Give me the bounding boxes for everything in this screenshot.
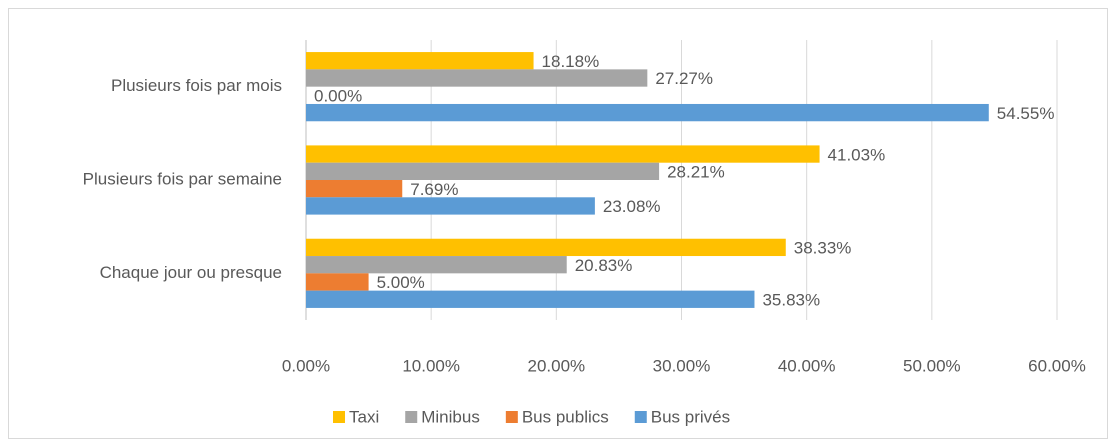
data-label: 38.33% xyxy=(794,239,852,258)
x-tick-label: 20.00% xyxy=(527,356,585,375)
legend-swatch xyxy=(405,411,418,423)
legend-swatch xyxy=(634,411,647,423)
x-tick-label: 0.00% xyxy=(282,356,330,375)
x-tick-label: 40.00% xyxy=(778,356,836,375)
y-tick-label: Plusieurs fois par mois xyxy=(111,76,282,95)
data-label: 18.18% xyxy=(542,52,600,71)
x-tick-label: 30.00% xyxy=(653,356,711,375)
data-label: 27.27% xyxy=(655,69,713,88)
bar xyxy=(306,162,660,180)
bar xyxy=(306,69,648,87)
legend-label: Bus publics xyxy=(522,407,609,426)
bar xyxy=(306,180,403,198)
legend-swatch xyxy=(333,411,345,423)
bar xyxy=(306,52,534,70)
x-tick-label: 60.00% xyxy=(1028,356,1086,375)
data-label: 0.00% xyxy=(314,87,362,106)
data-label: 7.69% xyxy=(410,180,458,199)
data-label: 41.03% xyxy=(828,145,886,164)
data-label: 20.83% xyxy=(575,256,633,275)
data-label: 5.00% xyxy=(377,273,425,292)
bar xyxy=(306,197,595,215)
data-label: 23.08% xyxy=(603,197,661,216)
bar xyxy=(306,145,820,163)
bar xyxy=(306,256,567,274)
x-tick-label: 10.00% xyxy=(402,356,460,375)
x-tick-label: 50.00% xyxy=(903,356,961,375)
bar xyxy=(306,238,786,257)
data-label: 28.21% xyxy=(667,163,725,182)
legend-swatch xyxy=(505,411,518,423)
bar xyxy=(306,103,989,122)
bar xyxy=(306,290,755,308)
legend-label: Taxi xyxy=(349,407,379,426)
data-label: 54.55% xyxy=(997,104,1055,123)
y-tick-label: Chaque jour ou presque xyxy=(100,263,282,282)
legend-label: Minibus xyxy=(421,407,480,426)
y-tick-label: Plusieurs fois par semaine xyxy=(83,169,282,188)
bar xyxy=(306,273,369,291)
data-label: 35.83% xyxy=(762,290,820,309)
legend-label: Bus privés xyxy=(651,407,730,426)
